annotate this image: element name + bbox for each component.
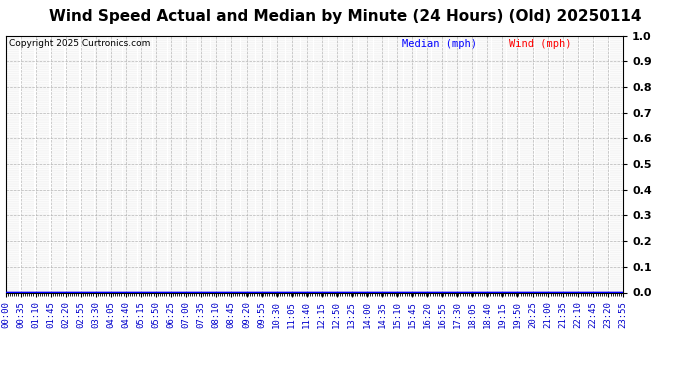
Text: Wind (mph): Wind (mph) (509, 39, 572, 50)
Text: Median (mph): Median (mph) (402, 39, 477, 50)
Text: Wind Speed Actual and Median by Minute (24 Hours) (Old) 20250114: Wind Speed Actual and Median by Minute (… (49, 9, 641, 24)
Text: Copyright 2025 Curtronics.com: Copyright 2025 Curtronics.com (9, 39, 150, 48)
